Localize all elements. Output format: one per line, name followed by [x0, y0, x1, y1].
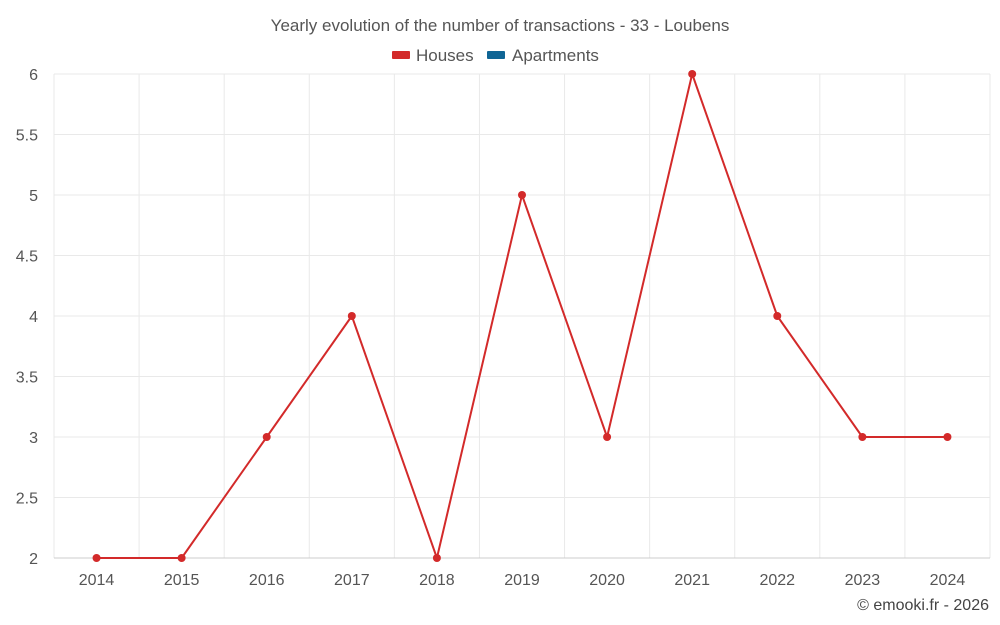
data-point-houses — [943, 433, 952, 441]
y-tick-label: 4.5 — [16, 249, 38, 266]
x-tick-label: 2015 — [164, 572, 200, 589]
data-point-houses — [603, 433, 612, 441]
data-point-houses — [262, 433, 271, 441]
y-tick-label: 2.5 — [16, 491, 38, 508]
data-point-houses — [92, 554, 101, 562]
x-tick-label: 2018 — [419, 572, 455, 589]
x-tick-label: 2022 — [759, 572, 795, 589]
x-tick-label: 2019 — [504, 572, 540, 589]
y-tick-label: 3.5 — [16, 370, 38, 387]
x-tick-label: 2024 — [930, 572, 966, 589]
credit-text: © emooki.fr - 2026 — [857, 597, 989, 614]
y-tick-label: 5.5 — [16, 128, 38, 145]
data-point-houses — [432, 554, 441, 562]
y-axis-ticks: 2 2.5 3 3.5 4 4.5 5 5.5 6 — [16, 67, 38, 568]
x-tick-label: 2020 — [589, 572, 625, 589]
chart-title: Yearly evolution of the number of transa… — [271, 16, 730, 35]
data-point-houses — [773, 312, 782, 320]
x-tick-label: 2016 — [249, 572, 285, 589]
y-tick-label: 2 — [29, 551, 38, 568]
y-tick-label: 5 — [29, 188, 38, 205]
data-point-houses — [518, 191, 526, 199]
legend-swatch-apartments — [487, 51, 505, 59]
x-tick-label: 2021 — [674, 572, 710, 589]
series-layer — [92, 70, 952, 562]
legend-label-apartments: Apartments — [512, 46, 599, 65]
x-tick-label: 2017 — [334, 572, 370, 589]
x-tick-label: 2014 — [79, 572, 115, 589]
gridlines — [53, 73, 991, 559]
legend-item-apartments[interactable]: Apartments — [487, 46, 599, 65]
x-tick-label: 2023 — [845, 572, 881, 589]
legend-swatch-houses — [392, 51, 410, 59]
x-axis-ticks: 2014 2015 2016 2017 2018 2019 2020 2021 2022 2023… — [79, 572, 966, 589]
data-point-houses — [688, 70, 697, 78]
data-point-houses — [347, 312, 356, 320]
y-tick-label: 4 — [29, 309, 38, 326]
data-point-houses — [858, 433, 867, 441]
legend-item-houses[interactable]: Houses — [392, 46, 474, 65]
legend-label-houses: Houses — [416, 46, 474, 65]
y-tick-label: 3 — [29, 430, 38, 447]
data-point-houses — [177, 554, 186, 562]
y-tick-label: 6 — [29, 67, 38, 84]
legend: Houses Apartments — [392, 46, 599, 65]
